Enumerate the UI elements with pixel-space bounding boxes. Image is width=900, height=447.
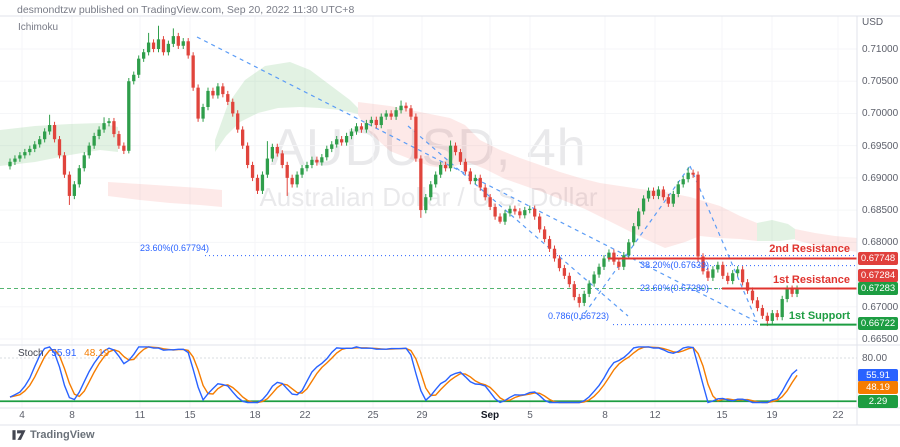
stoch-k-line xyxy=(9,346,798,404)
time-axis-label: 29 xyxy=(416,410,428,421)
time-axis-label: Sep xyxy=(480,410,500,421)
tradingview-logo[interactable]: TradingView xyxy=(12,428,95,442)
trendlines[interactable] xyxy=(196,36,758,323)
indicator-label-ichimoku: Ichimoku xyxy=(18,22,59,33)
time-axis-label: 19 xyxy=(766,410,778,421)
price-axis-label: 0.68000 xyxy=(862,237,899,249)
price-axis-label: 0.68500 xyxy=(862,205,899,217)
fib-label-2360-lower[interactable]: 23.60%(0.67280) xyxy=(640,283,710,293)
time-axis-label: 22 xyxy=(832,410,844,421)
second-resistance-label[interactable]: 2nd Resistance xyxy=(769,243,850,255)
fib-lines xyxy=(205,255,857,326)
price-axis-label: 0.69000 xyxy=(862,172,899,184)
time-axis-label: 5 xyxy=(527,410,533,421)
time-axis-label: 11 xyxy=(134,410,146,421)
first-support-label[interactable]: 1st Support xyxy=(788,310,850,322)
time-axis-label: 18 xyxy=(249,410,261,421)
axis-price-badge: 48.19 xyxy=(858,380,898,394)
axis-price-badge: 2.29 xyxy=(858,394,898,408)
price-axis-label: 0.70500 xyxy=(862,76,899,88)
stoch-axis-80-label: 80.00 xyxy=(862,353,888,364)
time-axis-label: 8 xyxy=(602,410,608,421)
time-axis-label: 15 xyxy=(716,410,728,421)
fib-label-2360-upper[interactable]: 23.60%(0.67794) xyxy=(140,243,210,253)
axis-price-badge: 0.67284 xyxy=(858,268,898,282)
axis-price-badge: 0.67283 xyxy=(858,281,898,295)
fib-label-0786[interactable]: 0.786(0.66723) xyxy=(548,311,610,321)
publish-info: desmondtzw published on TradingView.com,… xyxy=(17,4,355,16)
price-axis-currency[interactable]: USD xyxy=(862,17,884,28)
price-axis-label: 0.66500 xyxy=(862,333,899,345)
tradingview-logo-icon xyxy=(12,430,26,440)
price-axis-label: 0.69500 xyxy=(862,140,899,152)
axis-price-badge: 55.91 xyxy=(858,368,898,382)
watermark-description: Australian Dollar / U.S. Dollar xyxy=(259,182,598,212)
tradingview-logo-text: TradingView xyxy=(30,429,95,441)
price-axis-label: 0.67000 xyxy=(862,301,899,313)
time-axis-label: 4 xyxy=(19,410,25,421)
watermark: AUDUSD, 4h Australian Dollar / U.S. Doll… xyxy=(0,0,857,213)
axis-price-badge: 0.67748 xyxy=(858,251,898,265)
axis-price-badge: 0.66722 xyxy=(858,316,898,330)
time-axis-label: 8 xyxy=(69,410,75,421)
candles xyxy=(8,25,799,327)
price-axis-label: 0.70000 xyxy=(862,108,899,120)
stoch-legend-k-value: 55.91 xyxy=(51,348,77,359)
stoch-legend-d-value: 48.19 xyxy=(84,348,110,359)
stoch-legend[interactable]: Stoch 55.91 48.19 xyxy=(18,348,109,359)
watermark-symbol: AUDUSD, 4h xyxy=(270,119,587,177)
time-axis-label: 22 xyxy=(299,410,311,421)
time-axis-label: 25 xyxy=(367,410,379,421)
fib-label-3820[interactable]: 38.20%(0.67639) xyxy=(640,260,710,270)
stoch-legend-name: Stoch xyxy=(18,348,44,359)
time-axis-label: 12 xyxy=(649,410,661,421)
stoch-d-line xyxy=(9,346,798,404)
price-axis-label: 0.71000 xyxy=(862,44,899,55)
first-resistance-label[interactable]: 1st Resistance xyxy=(772,274,850,286)
time-axis-label: 15 xyxy=(184,410,196,421)
